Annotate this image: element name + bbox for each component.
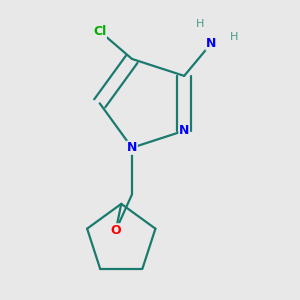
Text: N: N	[206, 37, 216, 50]
Text: O: O	[110, 224, 121, 237]
Text: H: H	[196, 19, 205, 29]
Text: Cl: Cl	[93, 26, 106, 38]
Text: N: N	[179, 124, 189, 137]
Text: H: H	[230, 32, 238, 42]
Text: N: N	[127, 141, 137, 154]
